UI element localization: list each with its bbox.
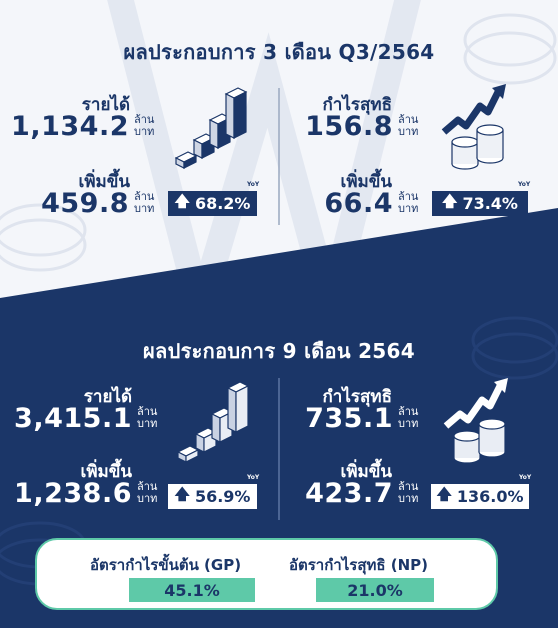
unit-baht: บาท [398, 202, 419, 215]
up-arrow-icon: 🡅 [442, 192, 458, 210]
nm-revenue-unit: ล้าน บาท [137, 406, 157, 430]
nm-revenue-growth-unit: ล้าน บาท [137, 481, 157, 505]
q3-revenue-growth-badge: 🡅 68.2% [168, 191, 257, 216]
margin-ratio-box: อัตรากำไรขั้นต้น (GP) 45.1% อัตรากำไรสุท… [35, 538, 498, 610]
nm-profit-growth-badge: 🡅 136.0% [431, 484, 529, 509]
nm-profit-unit: ล้าน บาท [398, 406, 418, 430]
q3-revenue-growth-value: 459.8 [41, 188, 129, 219]
q3-profit-value: 156.8 [305, 111, 393, 142]
q3-profit-growth-badge: 🡅 73.4% [432, 191, 528, 216]
coin-stack-arrow-icon [443, 378, 508, 464]
unit-baht: บาท [134, 202, 155, 215]
up-arrow-icon: 🡅 [436, 485, 452, 503]
nm-revenue-label: รายได้ [83, 387, 132, 407]
nm-profit-growth-percent: 136.0% [456, 487, 524, 506]
gp-label: อัตรากำไรขั้นต้น (GP) [90, 556, 242, 574]
q3-profit-growth-value: 66.4 [324, 188, 393, 219]
q3-profit-label: กำไรสุทธิ [322, 95, 392, 115]
unit-million: ล้าน [398, 113, 419, 126]
q3-revenue-growth-label: เพิ่มขึ้น [78, 172, 130, 192]
unit-million: ล้าน [398, 190, 419, 203]
nm-profit-yoy-label: YoY [519, 474, 532, 481]
coin-stack-arrow-icon [441, 84, 506, 170]
q3-revenue-value: 1,134.2 [11, 111, 129, 142]
unit-baht: บาท [398, 492, 419, 505]
up-arrow-icon: 🡅 [174, 192, 190, 210]
unit-baht: บาท [398, 417, 419, 430]
nm-revenue-growth-percent: 56.9% [194, 487, 251, 506]
unit-baht: บาท [137, 492, 158, 505]
unit-million: ล้าน [137, 480, 158, 493]
q3-revenue-unit: ล้าน บาท [134, 114, 154, 138]
nm-revenue-growth-value: 1,238.6 [14, 478, 132, 509]
q3-profit-unit: ล้าน บาท [398, 114, 418, 138]
bar-growth-icon [174, 87, 248, 169]
unit-million: ล้าน [134, 190, 155, 203]
np-value: 21.0% [316, 578, 434, 602]
nm-revenue-yoy-label: YoY [247, 474, 260, 481]
nm-profit-growth-value: 423.7 [305, 478, 393, 509]
nm-revenue-growth-label: เพิ่มขึ้น [80, 462, 132, 482]
unit-million: ล้าน [137, 405, 158, 418]
unit-million: ล้าน [398, 405, 419, 418]
nm-profit-label: กำไรสุทธิ [322, 387, 392, 407]
unit-baht: บาท [398, 125, 419, 138]
nm-profit-value: 735.1 [305, 403, 393, 434]
q3-revenue-label: รายได้ [81, 95, 130, 115]
unit-million: ล้าน [134, 113, 155, 126]
q3-title: ผลประกอบการ 3 เดือน Q3/2564 [123, 40, 435, 64]
unit-baht: บาท [134, 125, 155, 138]
q3-revenue-growth-unit: ล้าน บาท [134, 191, 154, 215]
nm-profit-growth-label: เพิ่มขึ้น [340, 462, 392, 482]
q3-profit-growth-unit: ล้าน บาท [398, 191, 418, 215]
nine-month-title: ผลประกอบการ 9 เดือน 2564 [143, 339, 415, 363]
np-label: อัตรากำไรสุทธิ (NP) [289, 556, 429, 574]
up-arrow-icon: 🡅 [174, 485, 190, 503]
q3-revenue-yoy-label: YoY [247, 181, 260, 188]
unit-baht: บาท [137, 417, 158, 430]
nm-revenue-growth-badge: 🡅 56.9% [168, 484, 257, 509]
q3-revenue-growth-percent: 68.2% [194, 194, 251, 213]
unit-million: ล้าน [398, 480, 419, 493]
q3-profit-yoy-label: YoY [518, 181, 531, 188]
nm-revenue-value: 3,415.1 [14, 403, 132, 434]
q3-profit-growth-percent: 73.4% [462, 194, 518, 213]
nm-profit-growth-unit: ล้าน บาท [398, 481, 418, 505]
q3-profit-growth-label: เพิ่มขึ้น [340, 172, 392, 192]
bar-growth-icon [176, 381, 250, 463]
gp-value: 45.1% [129, 578, 255, 602]
